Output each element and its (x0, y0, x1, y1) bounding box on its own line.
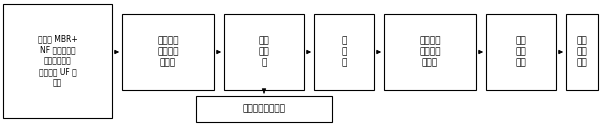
Text: 混凝
沉淀
池: 混凝 沉淀 池 (258, 36, 269, 68)
Bar (314, 14, 374, 90)
Bar (122, 14, 214, 90)
Text: 一级臭氧
催化氧化
反应器: 一级臭氧 催化氧化 反应器 (157, 36, 178, 68)
Bar (3, 4, 112, 118)
Text: 污泥脱水外运处置: 污泥脱水外运处置 (242, 105, 285, 114)
Bar (566, 14, 598, 90)
Text: 二级臭氧
催化氧化
反应器: 二级臭氧 催化氧化 反应器 (419, 36, 441, 68)
Text: 出水
达标
排放: 出水 达标 排放 (576, 36, 587, 68)
Bar (196, 96, 332, 122)
Bar (384, 14, 476, 90)
Text: 曝气
生物
滤池: 曝气 生物 滤池 (516, 36, 526, 68)
Text: 砂
滤
池: 砂 滤 池 (341, 36, 347, 68)
Bar (224, 14, 304, 90)
Bar (486, 14, 556, 90)
Text: 渗滤液 MBR+
NF 浓缩液膜提
取含腐植酸水
溶肥料中 UF 透
过液: 渗滤液 MBR+ NF 浓缩液膜提 取含腐植酸水 溶肥料中 UF 透 过液 (38, 34, 78, 88)
